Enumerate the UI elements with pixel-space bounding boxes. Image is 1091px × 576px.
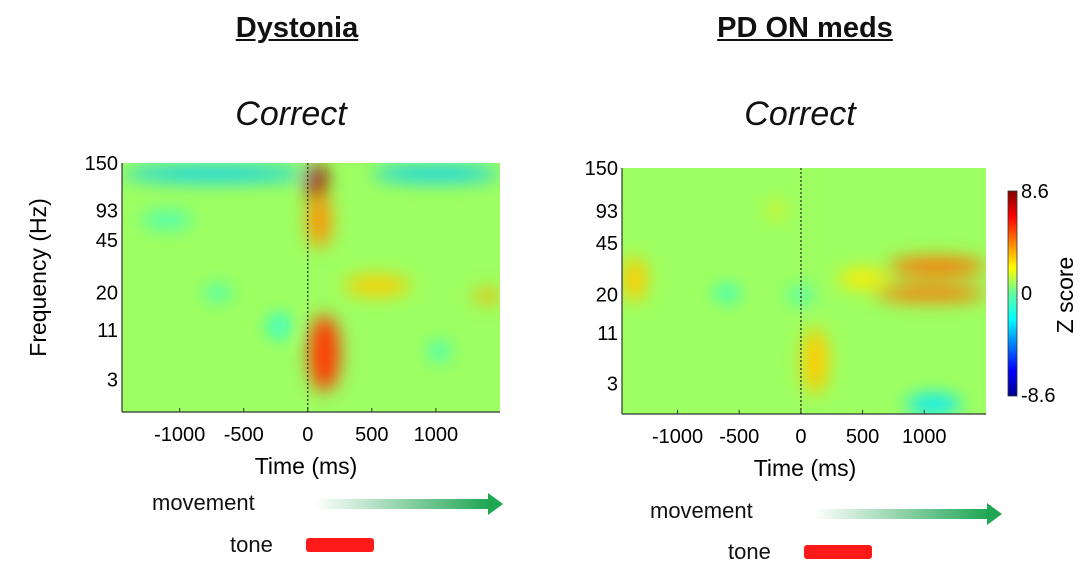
y-tick-label: 150 [85,153,118,175]
heatmap-region [837,268,888,289]
heatmap-region [371,166,500,182]
heatmap-region [141,211,193,229]
x-tick-label: -1000 [154,424,205,446]
tone-label-pd: tone [728,539,771,564]
heatmap-region [309,314,340,392]
y-tick-label: 11 [597,323,618,345]
heatmap-regions [622,203,986,414]
heatmap-region [887,257,986,276]
heatmap-regions [122,163,500,392]
heatmap-region [874,285,986,302]
y-tick-label: 93 [596,201,618,223]
heatmap-region [905,394,962,414]
colorbar-tick-label: 8.6 [1021,181,1049,203]
y-tick-label: 3 [107,370,118,392]
heatmap-region [307,193,331,248]
y-tick-label: 45 [96,230,118,252]
colorbar-tick-label: -8.6 [1021,385,1055,407]
panel-title-dystonia: Correct [235,95,347,133]
x-axis-label: Time (ms) [255,453,358,479]
heatmap-region [622,257,647,302]
heatmap-region [306,163,328,204]
heatmap-region [788,288,814,302]
y-tick-label: 11 [97,320,118,342]
heatmap-region [269,314,289,338]
x-tick-label: 500 [355,424,388,446]
y-tick-label: 150 [585,158,618,180]
colorbar-label: Z score [1052,257,1078,334]
panel-title-pd: Correct [744,95,856,133]
heatmap-region [205,286,231,300]
heatmap-panel-1 [622,168,986,414]
group-title-dystonia: Dystonia [235,12,359,44]
x-tick-label: -1000 [652,426,703,448]
x-tick-label: 0 [302,424,313,446]
y-tick-label: 45 [596,233,618,255]
y-tick-label: 20 [596,285,618,307]
x-tick-label: 0 [795,426,806,448]
x-tick-label: 1000 [902,426,947,448]
colorbar-tick-label: 0 [1021,283,1032,305]
heatmap-region [429,342,449,361]
heatmap-region [802,327,829,395]
x-axis-label: Time (ms) [754,455,857,481]
y-tick-label: 3 [607,373,618,395]
x-tick-label: 1000 [414,424,459,446]
tone-label-dystonia: tone [230,532,273,557]
movement-label-dystonia: movement [152,490,255,515]
heatmap-panel-0 [122,163,500,412]
x-tick-label: 500 [846,426,879,448]
y-tick-label: 93 [96,200,118,222]
movement-label-pd: movement [650,498,753,523]
heatmap-region [122,166,308,182]
y-axis-label: Frequency (Hz) [25,198,51,356]
heatmap-region [714,287,740,300]
heatmap-region [343,275,411,296]
y-tick-label: 20 [96,282,118,304]
group-title-pd: PD ON meds [717,12,893,44]
heatmap-region [768,203,785,216]
x-tick-label: -500 [224,424,264,446]
x-tick-label: -500 [719,426,759,448]
heatmap-background [122,163,500,412]
colorbar [1007,190,1018,397]
heatmap-region [474,289,500,303]
